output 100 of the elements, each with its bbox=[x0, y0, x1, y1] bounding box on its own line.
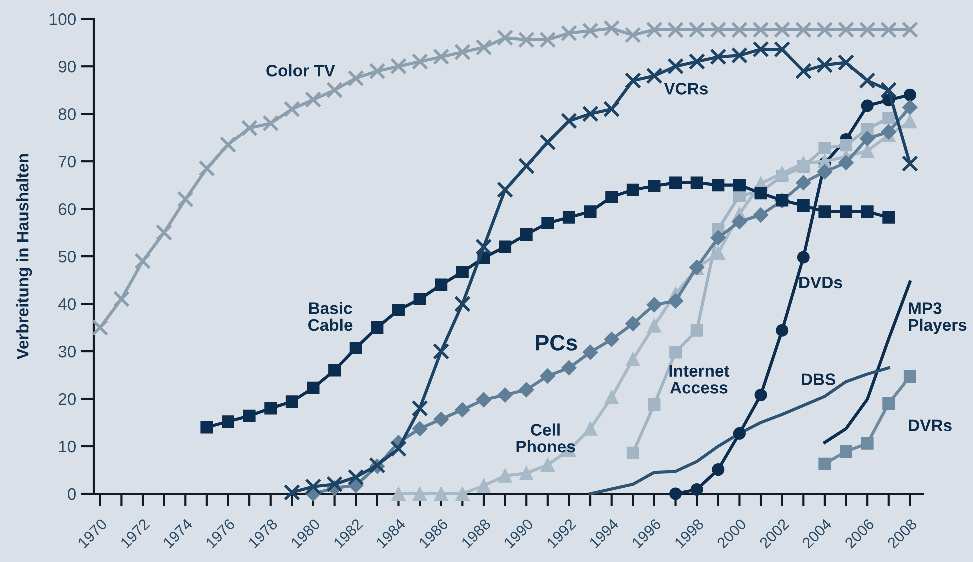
point bbox=[624, 26, 642, 44]
point bbox=[882, 398, 896, 410]
y-axis-title: Verbreitung in Haushalten bbox=[16, 154, 32, 360]
series-label: Cell Phones bbox=[516, 424, 576, 453]
point bbox=[348, 70, 364, 87]
point bbox=[582, 344, 598, 360]
point bbox=[156, 224, 173, 242]
point bbox=[882, 112, 896, 125]
point bbox=[456, 487, 470, 501]
point bbox=[454, 44, 472, 61]
point bbox=[646, 297, 662, 313]
point bbox=[369, 63, 386, 80]
point bbox=[776, 324, 789, 337]
point bbox=[838, 54, 855, 72]
point bbox=[520, 466, 534, 481]
point bbox=[880, 82, 898, 99]
point bbox=[861, 206, 874, 218]
point bbox=[392, 487, 406, 501]
point bbox=[690, 176, 704, 190]
point bbox=[540, 32, 556, 48]
point bbox=[816, 22, 834, 38]
point bbox=[752, 41, 770, 58]
point bbox=[861, 100, 874, 112]
point bbox=[560, 112, 578, 130]
y-tick-label: 100 bbox=[50, 14, 76, 26]
point bbox=[861, 437, 874, 450]
y-tick-label: 10 bbox=[59, 440, 76, 453]
point bbox=[816, 56, 834, 74]
point bbox=[670, 346, 682, 359]
point bbox=[690, 483, 704, 496]
point bbox=[752, 22, 770, 38]
point bbox=[222, 416, 234, 428]
point bbox=[710, 48, 727, 66]
point bbox=[542, 217, 554, 230]
point bbox=[904, 88, 916, 102]
point bbox=[902, 100, 918, 116]
point bbox=[412, 421, 428, 437]
point bbox=[648, 398, 661, 411]
point bbox=[456, 266, 469, 278]
point bbox=[200, 421, 214, 434]
series-label: PCs bbox=[536, 335, 578, 351]
point bbox=[667, 58, 684, 75]
point bbox=[818, 206, 832, 218]
point bbox=[902, 156, 919, 172]
point bbox=[712, 179, 725, 192]
point bbox=[305, 478, 322, 496]
series-label: DVRs bbox=[909, 420, 952, 432]
point bbox=[496, 30, 514, 46]
point bbox=[690, 324, 704, 337]
point bbox=[264, 402, 278, 415]
point bbox=[499, 240, 512, 254]
point bbox=[903, 114, 918, 129]
point bbox=[710, 230, 726, 246]
series-label: DBS bbox=[802, 374, 836, 386]
point bbox=[305, 92, 322, 108]
point bbox=[584, 422, 598, 436]
point bbox=[818, 458, 832, 470]
point bbox=[328, 364, 342, 377]
point bbox=[840, 206, 853, 218]
point bbox=[880, 22, 898, 38]
point bbox=[881, 124, 896, 140]
point bbox=[243, 410, 256, 422]
y-tick-label: 0 bbox=[68, 488, 76, 500]
point bbox=[284, 101, 301, 118]
point bbox=[433, 48, 450, 66]
point bbox=[604, 390, 619, 405]
point bbox=[476, 39, 492, 56]
point bbox=[626, 184, 640, 196]
point bbox=[412, 400, 428, 417]
series-label: MP3 Players bbox=[909, 302, 967, 334]
point bbox=[840, 139, 853, 152]
point bbox=[670, 176, 682, 190]
point bbox=[624, 72, 642, 90]
point bbox=[648, 180, 661, 193]
point bbox=[904, 370, 916, 383]
point bbox=[498, 388, 513, 403]
point bbox=[902, 22, 919, 38]
point bbox=[92, 319, 109, 336]
point bbox=[350, 342, 362, 354]
point bbox=[859, 72, 876, 90]
point bbox=[604, 101, 620, 118]
point bbox=[840, 445, 853, 458]
point bbox=[838, 22, 855, 38]
point bbox=[540, 368, 556, 384]
point bbox=[435, 278, 448, 292]
point bbox=[604, 332, 620, 348]
point bbox=[688, 22, 706, 38]
point bbox=[220, 136, 237, 154]
y-tick-label: 90 bbox=[58, 61, 76, 73]
point bbox=[477, 478, 491, 493]
point bbox=[326, 476, 344, 493]
point bbox=[733, 427, 746, 440]
point bbox=[604, 20, 620, 37]
point bbox=[433, 343, 450, 360]
point bbox=[646, 68, 663, 84]
point bbox=[414, 293, 426, 306]
point bbox=[754, 388, 768, 402]
point bbox=[733, 179, 746, 192]
point bbox=[284, 484, 301, 501]
point bbox=[795, 22, 812, 38]
